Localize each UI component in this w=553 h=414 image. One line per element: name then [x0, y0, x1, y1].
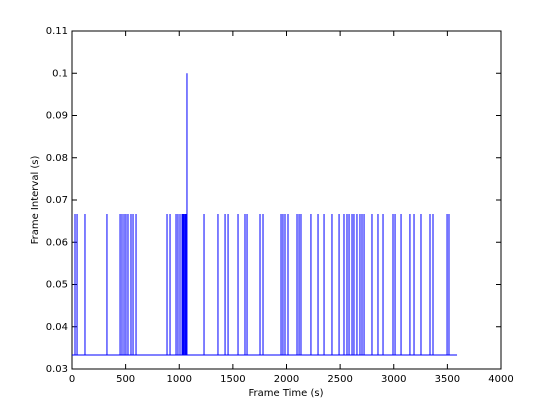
data-line: [72, 73, 458, 356]
y-tick-label: 0.06: [46, 237, 68, 248]
x-tick-label: 500: [116, 374, 135, 385]
y-tick-label: 0.1: [52, 68, 68, 79]
x-tick-label: 3000: [381, 374, 406, 385]
y-tick-label: 0.08: [46, 153, 68, 164]
x-tick-label: 0: [69, 374, 75, 385]
y-tick-label: 0.03: [46, 364, 68, 375]
y-tick-label: 0.09: [46, 111, 68, 122]
x-tick-label: 1000: [167, 374, 192, 385]
x-axis-label: Frame Time (s): [249, 388, 324, 399]
y-tick-label: 0.05: [46, 280, 68, 291]
x-tick-label: 3500: [435, 374, 460, 385]
y-tick-label: 0.07: [46, 195, 68, 206]
y-tick-label: 0.04: [46, 322, 68, 333]
x-tick-label: 2000: [274, 374, 299, 385]
x-tick-label: 2500: [327, 374, 352, 385]
y-axis-label: Frame Interval (s): [30, 155, 41, 244]
y-tick-label: 0.11: [46, 26, 68, 37]
x-tick-label: 1500: [220, 374, 245, 385]
x-tick-label: 4000: [488, 374, 513, 385]
